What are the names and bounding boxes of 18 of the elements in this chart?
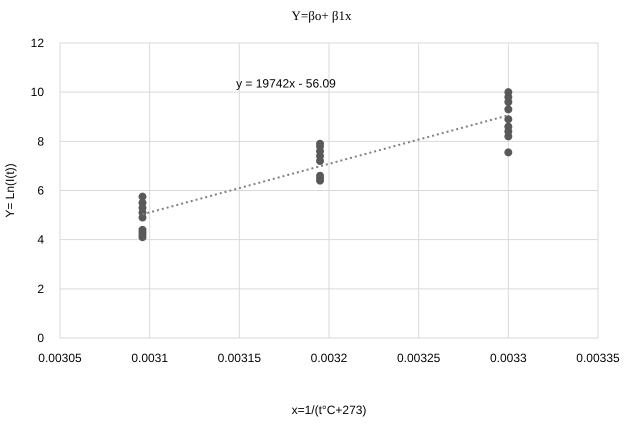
y-tick-label: 4 [37, 232, 44, 247]
x-tick-label: 0.00325 [396, 351, 441, 365]
y-tick-label: 6 [37, 184, 44, 198]
y-tick-label: 0 [37, 331, 44, 345]
x-tick-label: 0.0033 [490, 351, 528, 365]
x-axis-title: x=1/(t°C+273) [292, 403, 366, 417]
x-tick-label: 0.0031 [131, 351, 168, 365]
x-tick-label: 0.00315 [218, 351, 262, 365]
x-tick-label: 0.00335 [576, 351, 620, 365]
x-tick-label: 0.0032 [310, 351, 348, 365]
chart-title: Y=βo+ β1x [291, 8, 352, 23]
y-tick-label: 10 [30, 85, 44, 100]
y-tick-label: 8 [37, 134, 44, 148]
y-tick-label: 12 [30, 36, 44, 50]
y-axis-title: Y= Ln(I(t)) [3, 163, 17, 218]
annotation: y = 19742x - 56.09 [236, 76, 336, 90]
y-tick-label: 2 [37, 282, 44, 296]
x-tick-label: 0.00305 [38, 351, 82, 365]
